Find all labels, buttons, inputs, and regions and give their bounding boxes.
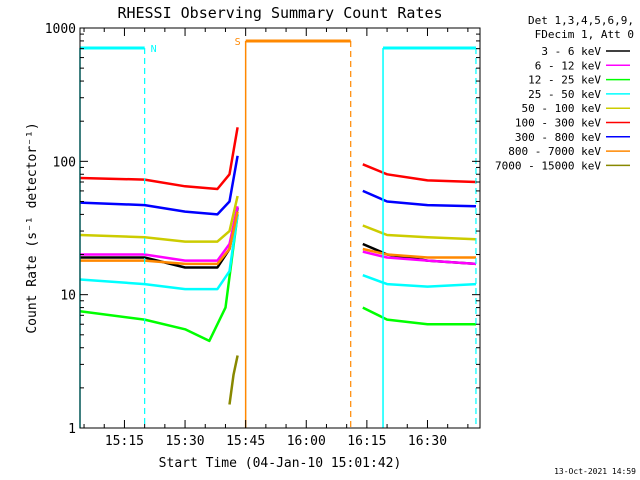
flag-label: N	[151, 44, 157, 55]
series-line	[362, 247, 476, 259]
x-tick-label: 15:45	[226, 434, 265, 449]
series-line	[80, 211, 239, 266]
legend-header-line-1: Det 1,3,4,5,6,9,	[528, 14, 634, 27]
series-line	[79, 127, 239, 191]
legend-entry-label: 800 - 7000 keV	[508, 145, 601, 158]
legend-entry-label: 3 - 6 keV	[541, 45, 601, 58]
y-tick-label: 10	[60, 289, 76, 304]
axis-layer: 1 10 100 1000 15:15 15:30 15:45 16:00 16:15 16:30	[45, 22, 481, 449]
legend: Det 1,3,4,5,6,9, FDecim 1, Att 0 3 - 6 k…	[495, 14, 634, 172]
series-line	[79, 214, 239, 343]
series-line	[79, 214, 239, 291]
series-line	[362, 274, 477, 288]
legend-entry-label: 12 - 25 keV	[528, 74, 601, 87]
y-tick-label: 100	[53, 155, 76, 170]
x-axis-label: Start Time (04-Jan-10 15:01:42)	[159, 456, 402, 471]
y-axis-label: Count Rate (s⁻¹ detector⁻¹)	[25, 122, 40, 333]
legend-entry-label: 7000 - 15000 keV	[495, 159, 601, 172]
series-line	[362, 224, 477, 241]
plot-frame	[79, 27, 481, 429]
series-line	[362, 163, 477, 184]
legend-entry-label: 6 - 12 keV	[535, 59, 602, 72]
x-tick-label: 15:15	[105, 434, 144, 449]
series-line	[79, 155, 239, 216]
legend-header-line-2: FDecim 1, Att 0	[535, 28, 634, 41]
series-line	[362, 306, 476, 326]
series-layer	[79, 127, 477, 405]
legend-entry-label: 100 - 300 keV	[515, 117, 601, 130]
footer-date: 13-Oct-2021 14:59	[554, 467, 636, 476]
chart-title: RHESSI Observing Summary Count Rates	[117, 4, 442, 22]
x-tick-label: 15:30	[165, 434, 204, 449]
x-tick-label: 16:30	[408, 434, 447, 449]
legend-entry-label: 25 - 50 keV	[528, 88, 601, 101]
x-tick-label: 16:00	[287, 434, 326, 449]
legend-entry-label: 50 - 100 keV	[522, 102, 602, 115]
series-line	[228, 355, 239, 405]
series-line	[362, 250, 477, 266]
flag-label: S	[235, 37, 241, 48]
legend-entry-label: 300 - 800 keV	[515, 131, 601, 144]
x-tick-label: 16:15	[347, 434, 386, 449]
y-tick-label: 1000	[45, 22, 76, 37]
series-line	[362, 189, 477, 208]
y-tick-label: 1	[68, 422, 76, 437]
series-line	[79, 195, 239, 243]
